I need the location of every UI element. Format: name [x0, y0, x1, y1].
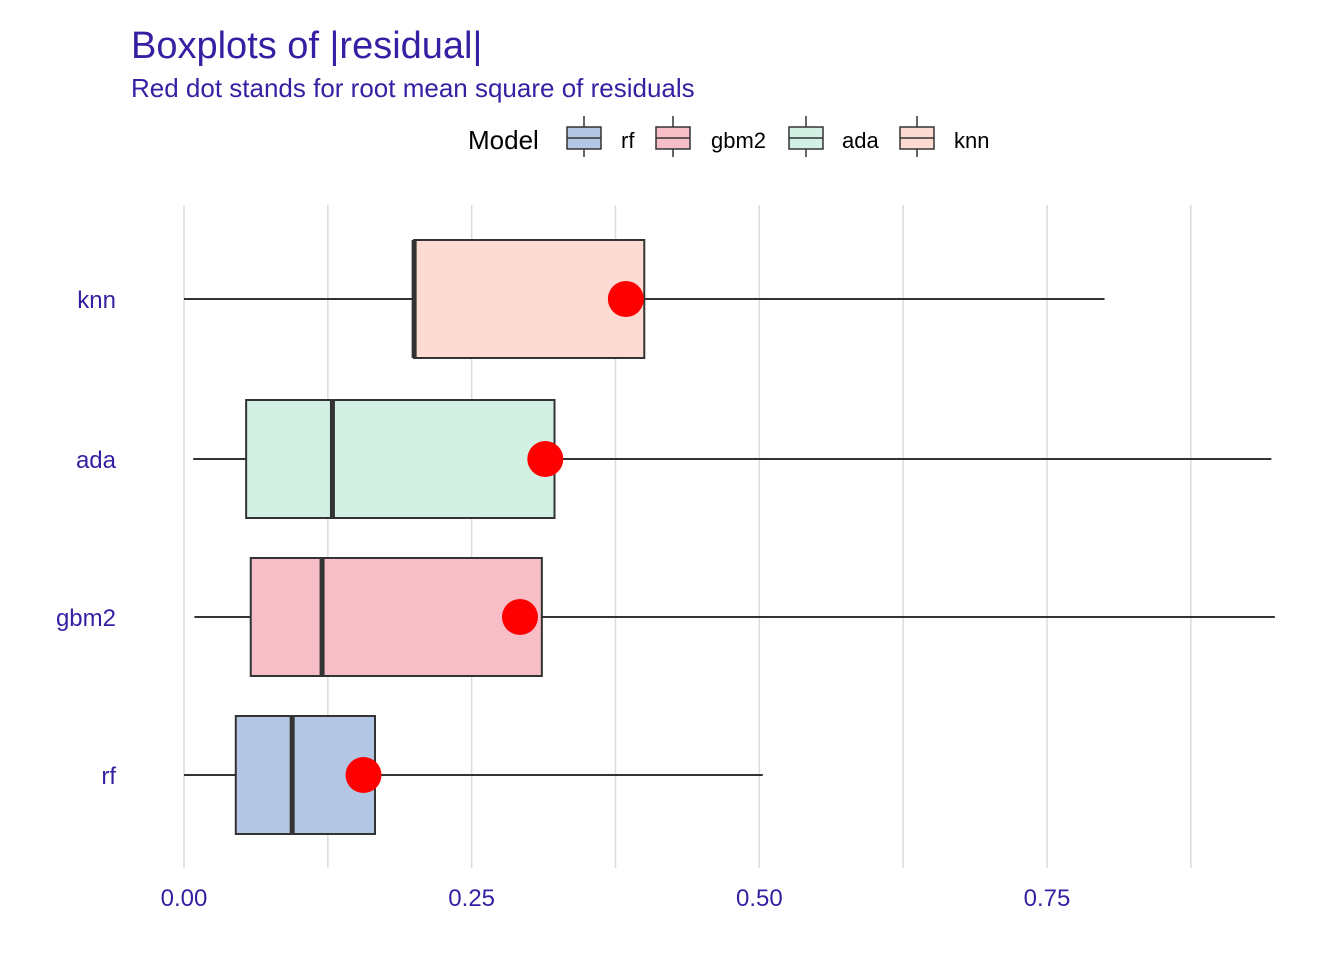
y-tick-label: rf	[101, 763, 116, 790]
y-tick-label: gbm2	[56, 605, 116, 632]
box-ada	[193, 399, 1272, 519]
legend-key-ada	[788, 116, 824, 157]
legend-title: Model	[468, 125, 539, 155]
legend-key-gbm2	[655, 116, 691, 157]
chart-title: Boxplots of |residual|	[131, 25, 482, 67]
legend-key-knn	[899, 116, 935, 157]
legend-key-rf	[566, 116, 602, 157]
boxes	[184, 239, 1275, 835]
box	[249, 557, 543, 677]
x-tick-label: 0.75	[1024, 885, 1071, 912]
chart-subtitle: Red dot stands for root mean square of r…	[131, 73, 695, 103]
box	[245, 399, 556, 519]
x-tick-label: 0.00	[161, 885, 208, 912]
x-tick-label: 0.25	[448, 885, 495, 912]
y-tick-label: knn	[77, 287, 116, 314]
box-knn	[184, 239, 1105, 359]
legend-label: knn	[954, 128, 989, 153]
x-tick-label: 0.50	[736, 885, 783, 912]
box-rf	[184, 715, 763, 835]
y-tick-label: ada	[76, 447, 117, 474]
rmse-dot	[607, 281, 644, 317]
rmse-dot	[345, 757, 382, 793]
box-gbm2	[194, 557, 1275, 677]
rmse-dot	[501, 599, 538, 635]
legend-label: ada	[842, 128, 879, 153]
y-axis-labels: knn ada gbm2 rf	[56, 287, 117, 790]
legend-label: gbm2	[711, 128, 766, 153]
rmse-dot	[527, 441, 564, 477]
x-axis-labels: 0.00 0.25 0.50 0.75	[161, 885, 1071, 912]
box	[413, 239, 646, 359]
legend-label: rf	[621, 128, 635, 153]
legend: Model rf gbm2 ada knn	[468, 116, 989, 157]
